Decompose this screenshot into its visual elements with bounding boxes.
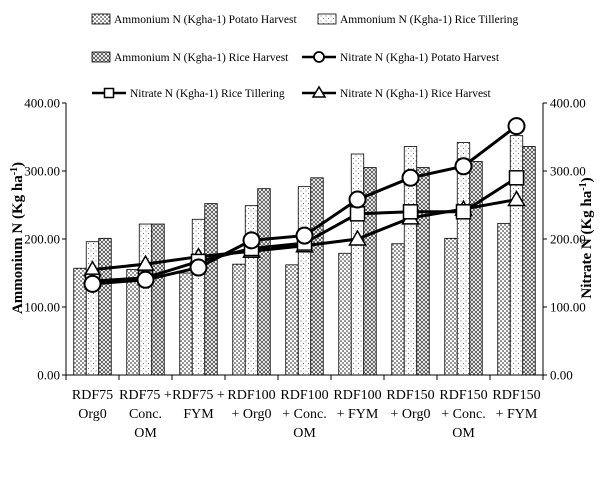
line-series-1 <box>83 117 526 293</box>
bar <box>497 222 511 376</box>
left-axis-title: Ammonium N (Kg ha-1) <box>9 162 27 314</box>
point-triangle-marker <box>507 190 526 207</box>
bar <box>232 263 246 376</box>
bar <box>310 177 324 376</box>
x-tick-label: RDF75 + FYM <box>172 388 225 422</box>
x-tick-label: RDF150 + Org0 <box>386 388 434 422</box>
right-axis-ticks: 0.00 100.00 200.00 300.00 400.00 <box>543 96 586 383</box>
point-square-marker <box>508 170 525 186</box>
point-circle-marker <box>83 274 102 293</box>
point-circle-marker <box>401 168 420 187</box>
legend-entry-1: Ammonium N (Kgha-1) Potato Harvest <box>91 13 297 26</box>
left-tick-label: 0.00 <box>37 368 60 383</box>
point-circle-marker <box>136 270 155 289</box>
bar <box>151 223 165 376</box>
right-tick-label: 200.00 <box>550 232 586 247</box>
right-tick-label: 0.00 <box>550 368 573 383</box>
point-circle-marker <box>454 157 473 176</box>
right-axis-title: Nitrate N (Kg ha-1) <box>578 177 596 298</box>
legend-entry-2: Ammonium N (Kgha-1) Rice Tillering <box>317 13 518 26</box>
bar <box>444 237 458 376</box>
bar <box>338 252 352 376</box>
point-circle-marker <box>189 258 208 277</box>
bar <box>204 203 218 376</box>
x-tick-label: RDF100 + FYM <box>333 388 381 422</box>
bar <box>391 243 405 376</box>
point-triangle-marker <box>348 229 367 246</box>
legend-triangle-marker <box>311 85 327 98</box>
legend-swatch <box>91 13 111 25</box>
x-tick-label: RDF150 + Conc. OM <box>439 388 487 441</box>
legend-label: Nitrate N (Kgha-1) Rice Tillering <box>130 88 285 100</box>
legend-entry-3: Ammonium N (Kgha-1) Rice Harvest <box>91 51 289 64</box>
bar <box>179 272 193 376</box>
bar <box>138 223 153 376</box>
point-square-marker <box>402 204 419 220</box>
x-tick-label: RDF75 + Conc. OM <box>119 388 172 441</box>
legend-label: Ammonium N (Kgha-1) Potato Harvest <box>114 14 297 26</box>
x-tick-label: RDF100 + Org0 <box>227 388 275 422</box>
legend-swatch <box>91 51 111 63</box>
chart-legend: Ammonium N (Kgha-1) Potato Harvest Ammoni… <box>91 13 518 100</box>
legend-entry-4: Nitrate N (Kgha-1) Potato Harvest <box>302 51 500 64</box>
legend-label: Ammonium N (Kgha-1) Rice Harvest <box>114 52 289 64</box>
legend-label: Nitrate N (Kgha-1) Rice Harvest <box>340 88 492 100</box>
x-tick-label: RDF75 Org0 <box>72 388 113 422</box>
bar <box>522 146 536 376</box>
point-circle-marker <box>242 231 261 250</box>
x-tick-label: RDF100 + Conc. OM <box>280 388 328 441</box>
left-tick-label: 300.00 <box>24 164 60 179</box>
legend-entry-5: Nitrate N (Kgha-1) Rice Tillering <box>92 87 285 100</box>
point-circle-marker <box>295 226 314 245</box>
legend-label: Nitrate N (Kgha-1) Potato Harvest <box>340 52 500 64</box>
bar <box>285 264 299 376</box>
right-tick-label: 400.00 <box>550 96 586 111</box>
legend-square-marker <box>103 87 115 99</box>
point-square-marker <box>349 206 366 222</box>
bar <box>350 153 365 376</box>
bar <box>126 269 140 376</box>
right-tick-label: 300.00 <box>550 164 586 179</box>
legend-circle-marker <box>313 51 325 63</box>
left-tick-label: 100.00 <box>24 300 60 315</box>
bar <box>469 161 483 376</box>
x-tick-label: RDF150 + FYM <box>492 388 540 422</box>
legend-swatch <box>317 13 337 25</box>
bar <box>297 186 312 376</box>
point-circle-marker <box>348 190 367 209</box>
bar <box>456 142 471 376</box>
legend-entry-6: Nitrate N (Kgha-1) Rice Harvest <box>302 85 492 100</box>
bar-series-3 <box>98 146 536 376</box>
right-tick-label: 100.00 <box>550 300 586 315</box>
bar <box>244 205 259 376</box>
left-tick-label: 400.00 <box>24 96 60 111</box>
bar <box>257 188 271 376</box>
bar <box>416 167 430 376</box>
point-circle-marker <box>507 117 526 136</box>
left-axis-ticks: 0.00 100.00 200.00 300.00 400.00 <box>24 96 66 383</box>
left-tick-label: 200.00 <box>24 232 60 247</box>
legend-label: Ammonium N (Kgha-1) Rice Tillering <box>340 14 518 26</box>
lines-layer <box>83 117 526 293</box>
point-square-marker <box>455 204 472 220</box>
bar <box>191 218 206 376</box>
bar <box>98 237 112 376</box>
